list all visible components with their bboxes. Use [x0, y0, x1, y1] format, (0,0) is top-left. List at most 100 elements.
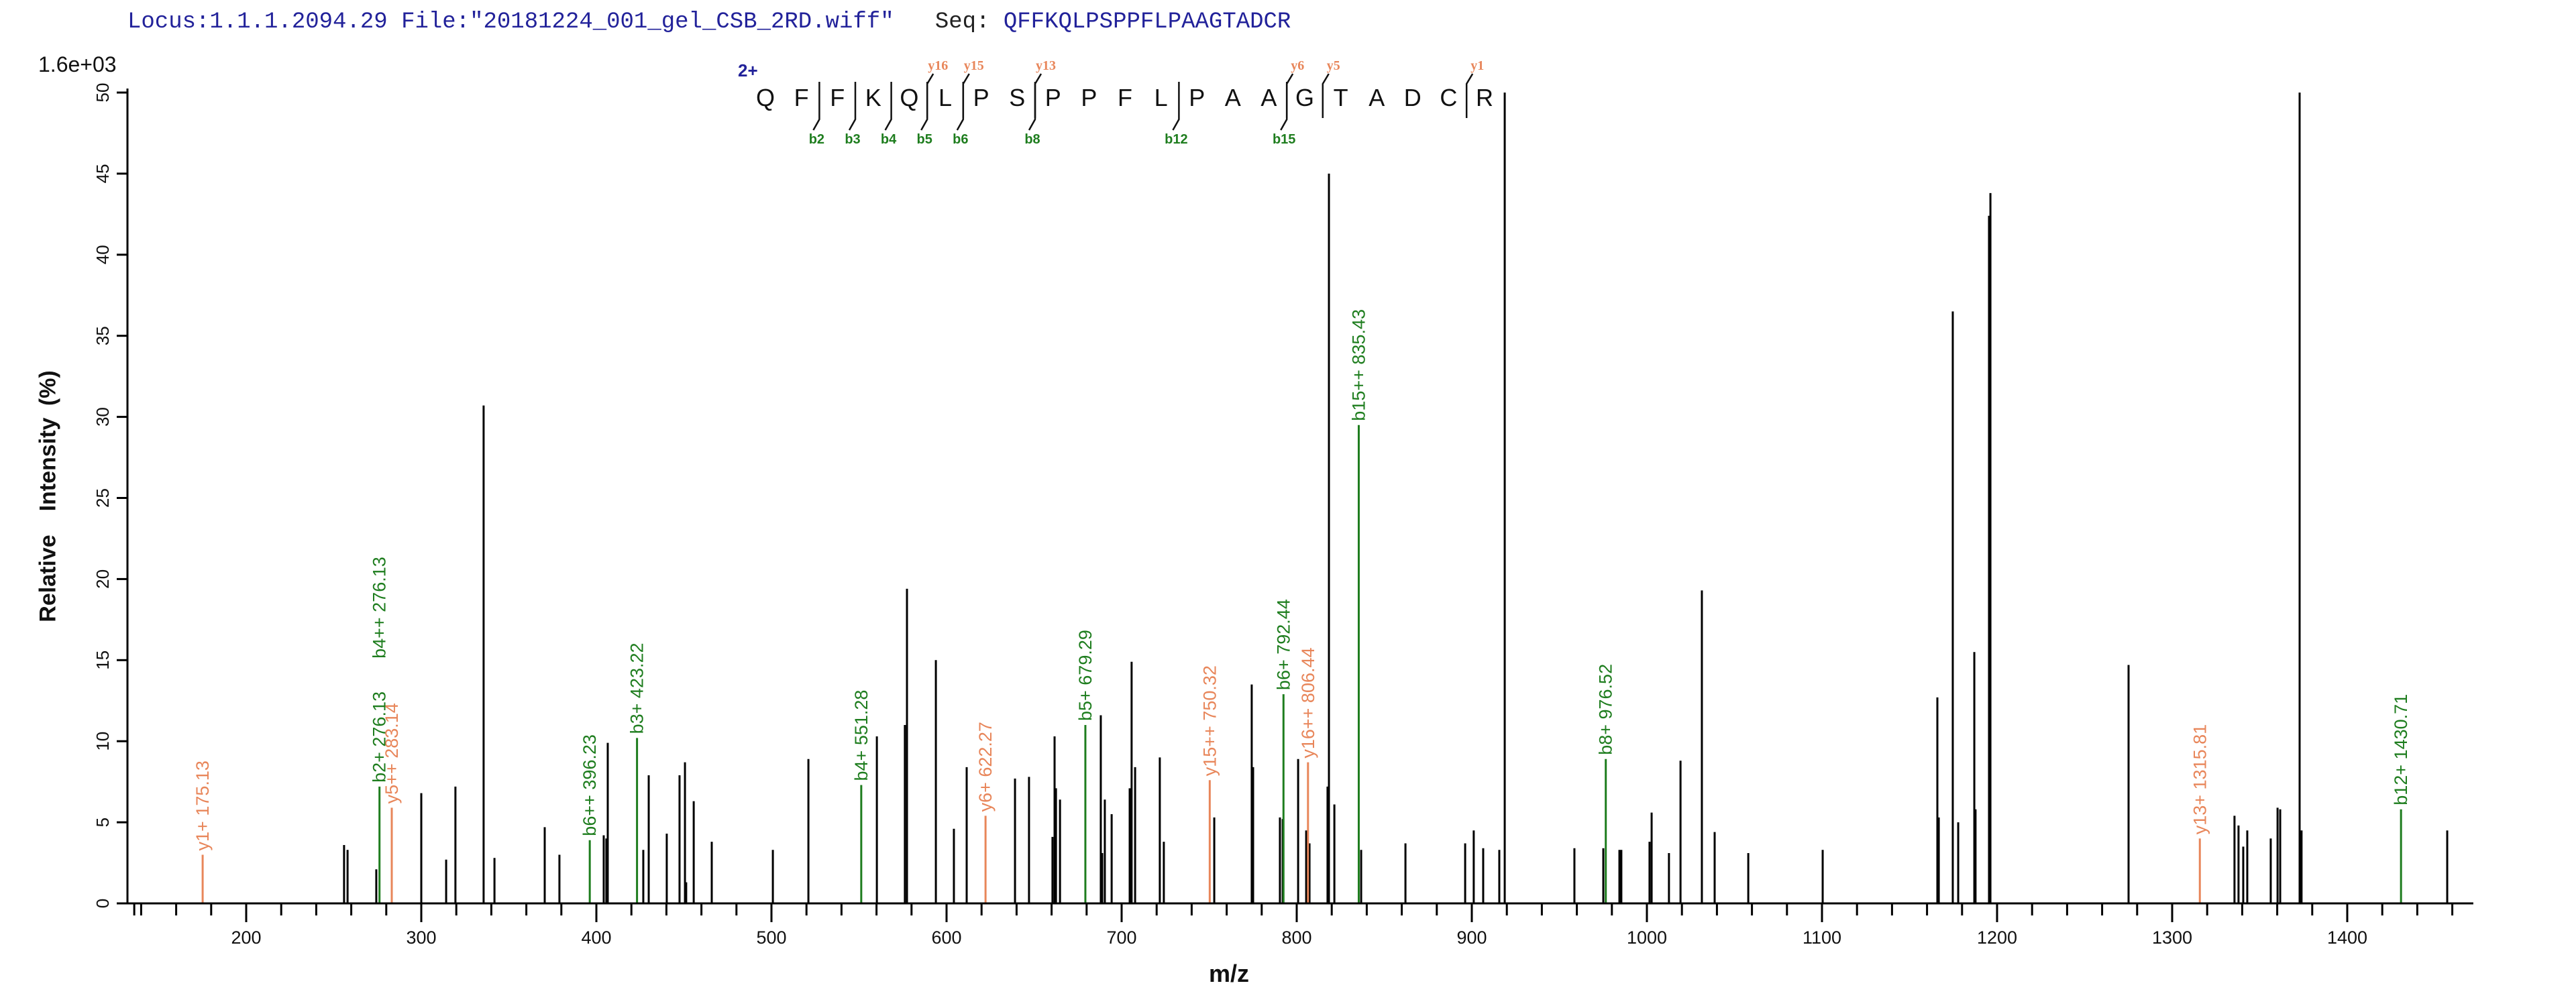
peak-series: y1+ 175.13 b2+ 276.13 b4++ 276.13 y5++ 283.… [193, 93, 2449, 903]
y-cleavage-label: y15 [964, 58, 984, 73]
x-tick-label: 1000 [1627, 928, 1667, 948]
residue: P [1045, 84, 1061, 111]
y-tick-label: 10 [93, 732, 113, 751]
residue: A [1260, 84, 1277, 111]
y-tick-label: 20 [93, 569, 113, 589]
residue: L [1155, 84, 1168, 111]
residue: A [1225, 84, 1241, 111]
y-cleavage-mark [962, 73, 970, 118]
y-cleavage-label: y1 [1470, 58, 1484, 73]
y-tick-label: 50 [93, 83, 113, 103]
x-tick-label: 400 [581, 928, 611, 948]
y-cleavage-label: y13 [1036, 58, 1056, 73]
x-tick-label: 700 [1106, 928, 1136, 948]
y-tick-label: 15 [93, 651, 113, 670]
b-ion-label: b4++ 276.13 [370, 557, 390, 659]
x-tick-label: 1200 [1977, 928, 2017, 948]
residue: T [1334, 84, 1348, 111]
y-tick-label: 45 [93, 164, 113, 183]
residue: P [973, 84, 989, 111]
residue: L [938, 84, 952, 111]
spectrum-header: Locus:1.1.1.2094.29 File:"20181224_001_g… [127, 9, 1291, 35]
b-ion-label: b3+ 423.22 [627, 642, 647, 734]
intensity-scale-label: 1.6e+03 [38, 52, 117, 76]
y-ion-label: y16++ 806.44 [1298, 647, 1318, 758]
y-cleavage-mark [1322, 73, 1330, 118]
b-cleavage-mark [920, 82, 928, 131]
precursor-charge-label: 2+ [738, 60, 758, 80]
locus-label: Locus:1.1.1.2094.29 [127, 9, 388, 35]
sequence-fragment-map: Q F F K Q L P S P P F L P A A G T A D C Rb2 b3 b4 b5 b6 b8 b12 b15y… [756, 58, 1493, 147]
b-cleavage-mark [1172, 82, 1180, 131]
b-cleavage-mark [884, 82, 892, 131]
b-cleavage-label: b6 [953, 132, 968, 147]
chart-axes: 0 5 10 15 20 25 30 35 40 45 50 200 300 400 500 600 700 80… [93, 83, 2473, 948]
x-tick-label: 500 [756, 928, 786, 948]
b-cleavage-mark [812, 82, 820, 131]
b-cleavage-label: b15 [1273, 132, 1295, 147]
b-ion-label: b4+ 551.28 [851, 690, 871, 781]
file-label: File:"20181224_001_gel_CSB_2RD.wiff" [401, 9, 894, 35]
b-cleavage-mark [848, 82, 857, 131]
y-cleavage-label: y5 [1327, 58, 1340, 73]
residue: F [830, 84, 845, 111]
b-ion-label: b8+ 976.52 [1596, 664, 1616, 755]
x-tick-label: 800 [1281, 928, 1311, 948]
y-tick-label: 40 [93, 245, 113, 264]
b-ion-label: b2+ 276.13 [370, 691, 390, 783]
x-tick-label: 1300 [2152, 928, 2192, 948]
y-tick-label: 25 [93, 488, 113, 508]
residue: P [1081, 84, 1097, 111]
b-cleavage-mark [1280, 82, 1288, 131]
b-cleavage-label: b5 [917, 132, 932, 147]
b-ion-label: b15++ 835.43 [1348, 309, 1368, 421]
y-tick-label: 30 [93, 407, 113, 427]
y-cleavage-label: y16 [928, 58, 948, 73]
x-tick-label: 300 [406, 928, 436, 948]
residue: R [1476, 84, 1493, 111]
y-tick-label: 0 [93, 899, 113, 908]
b-ion-label: b12+ 1430.71 [2391, 694, 2411, 805]
seq-key: Seq: [934, 9, 990, 35]
x-tick-label: 1400 [2327, 928, 2367, 948]
y-ion-label: y15++ 750.32 [1199, 665, 1220, 776]
y-cleavage-mark [926, 73, 934, 118]
seq-value: QFFKQLPSPPFLPAAGTADCR [1003, 9, 1291, 35]
residue: C [1440, 84, 1457, 111]
y-cleavage-mark [1034, 73, 1042, 118]
b-cleavage-label: b4 [881, 132, 897, 147]
x-tick-label: 600 [931, 928, 961, 948]
b-ion-label: b5+ 679.29 [1075, 630, 1095, 721]
y-axis-label: Relative Intensity (%) [35, 370, 61, 622]
x-tick-label: 900 [1456, 928, 1487, 948]
y-ion-label: y6+ 622.27 [975, 722, 996, 811]
b-cleavage-mark [956, 82, 965, 131]
residue: G [1295, 84, 1314, 111]
residue: A [1368, 84, 1385, 111]
residue: P [1189, 84, 1205, 111]
residue: K [865, 84, 881, 111]
residue: S [1009, 84, 1025, 111]
x-tick-label: 1100 [1803, 928, 1841, 948]
y-tick-label: 35 [93, 326, 113, 345]
residue: Q [900, 84, 918, 111]
residue: F [794, 84, 809, 111]
b-ion-label: b6+ 792.44 [1273, 599, 1293, 690]
b-cleavage-mark [1028, 82, 1036, 131]
b-cleavage-label: b3 [845, 132, 860, 147]
y-cleavage-label: y6 [1291, 58, 1304, 73]
y-cleavage-mark [1285, 73, 1294, 118]
b-cleavage-label: b12 [1165, 132, 1187, 147]
residue: D [1404, 84, 1421, 111]
b-cleavage-label: b2 [809, 132, 824, 147]
residue: F [1118, 84, 1132, 111]
y-ion-label: y5++ 283.14 [382, 703, 402, 803]
x-tick-label: 200 [231, 928, 261, 948]
y-cleavage-mark [1465, 73, 1474, 118]
y-ion-label: y13+ 1315.81 [2190, 724, 2210, 834]
residue: Q [756, 84, 775, 111]
x-axis-label: m/z [1208, 960, 1250, 987]
y-ion-label: y1+ 175.13 [193, 761, 213, 850]
b-ion-label: b6++ 396.23 [580, 734, 600, 836]
